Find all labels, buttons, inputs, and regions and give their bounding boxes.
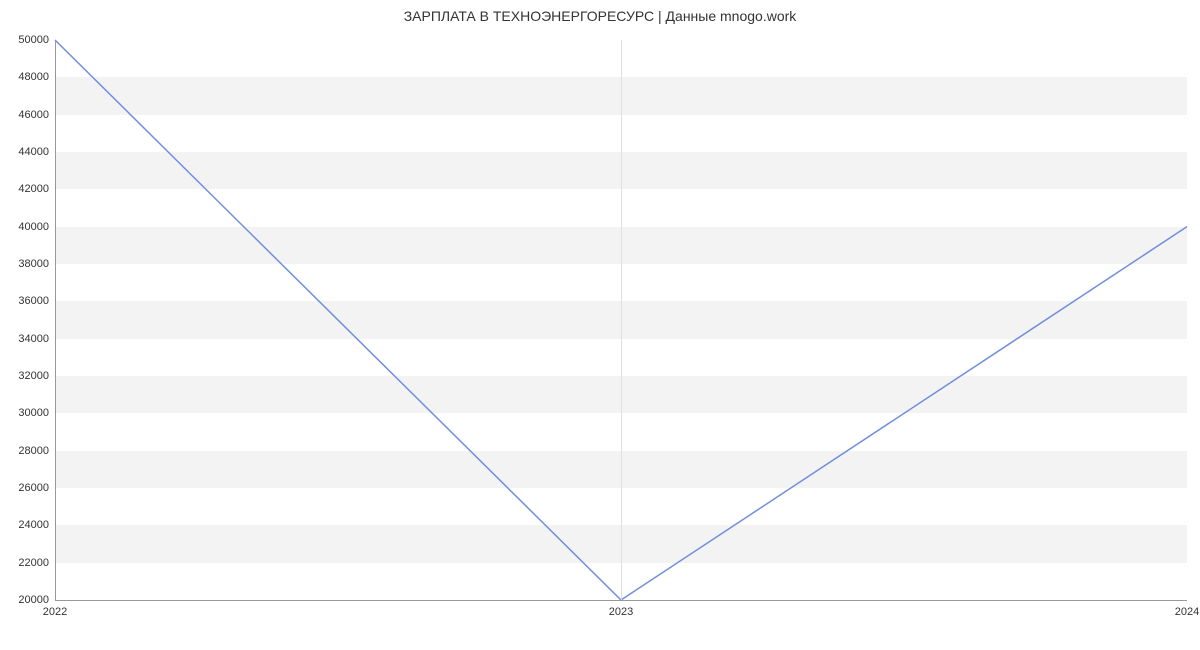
y-tick-label: 38000 [18, 258, 49, 270]
chart-title: ЗАРПЛАТА В ТЕХНОЭНЕРГОРЕСУРС | Данные mn… [0, 8, 1200, 24]
y-tick-label: 32000 [18, 370, 49, 382]
y-tick-label: 46000 [18, 109, 49, 121]
y-tick-label: 26000 [18, 482, 49, 494]
y-tick-label: 30000 [18, 407, 49, 419]
x-gridline [621, 40, 622, 600]
y-tick-label: 28000 [18, 445, 49, 457]
y-tick-label: 34000 [18, 333, 49, 345]
y-tick-label: 36000 [18, 295, 49, 307]
y-tick-label: 22000 [18, 557, 49, 569]
y-tick-label: 24000 [18, 519, 49, 531]
x-tick-label: 2024 [1175, 606, 1199, 618]
y-tick-label: 20000 [18, 594, 49, 606]
y-tick-label: 48000 [18, 71, 49, 83]
x-tick-label: 2022 [43, 606, 67, 618]
salary-line-chart: ЗАРПЛАТА В ТЕХНОЭНЕРГОРЕСУРС | Данные mn… [0, 0, 1200, 650]
plot-area: 2000022000240002600028000300003200034000… [55, 40, 1187, 600]
y-tick-label: 50000 [18, 34, 49, 46]
y-tick-label: 40000 [18, 221, 49, 233]
x-axis-line [55, 600, 1187, 601]
y-tick-label: 42000 [18, 183, 49, 195]
x-tick-label: 2023 [609, 606, 633, 618]
y-tick-label: 44000 [18, 146, 49, 158]
y-axis-line [55, 40, 56, 600]
